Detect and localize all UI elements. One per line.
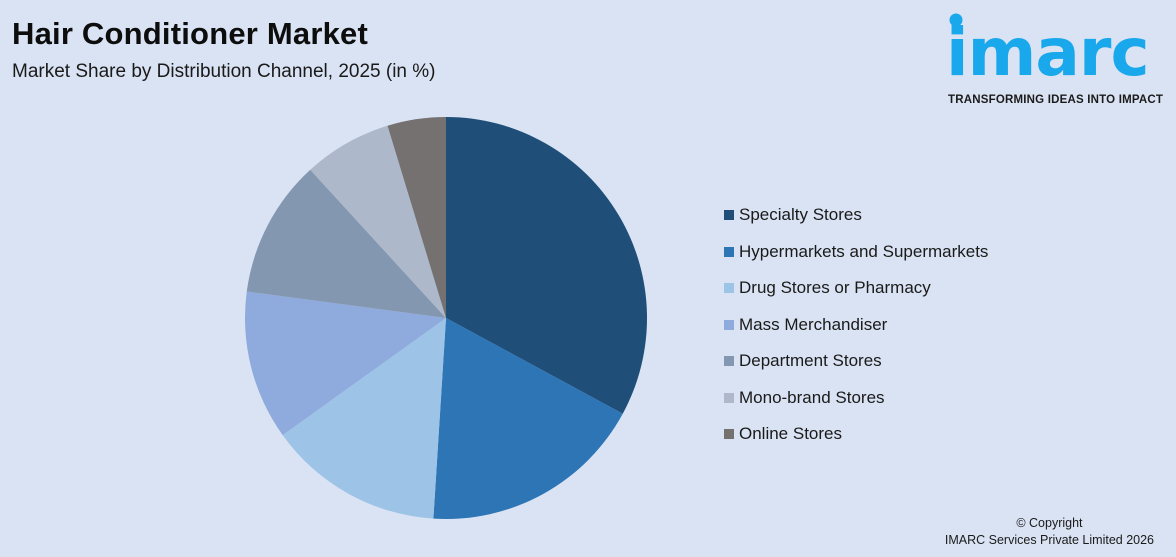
logo-tagline: TRANSFORMING IDEAS INTO IMPACT	[948, 94, 1164, 106]
legend-swatch-icon	[724, 246, 734, 257]
copyright-footer: © Copyright IMARC Services Private Limit…	[945, 515, 1154, 549]
legend-item: Specialty Stores	[724, 197, 988, 234]
legend-swatch-icon	[724, 210, 734, 221]
pie-slice-mono-brand-stores	[310, 125, 446, 319]
pie-slice-mass-merchandiser	[244, 291, 446, 436]
legend-item: Mass Merchandiser	[724, 307, 988, 344]
pie-slice-department-stores	[246, 169, 446, 318]
imarc-logo: imarc TRANSFORMING IDEAS INTO IMPACT	[944, 10, 1174, 110]
logo-dot-icon	[949, 13, 963, 27]
legend-swatch-icon	[724, 392, 734, 403]
pie-slice-specialty-stores	[446, 117, 647, 414]
company-line: IMARC Services Private Limited 2026	[944, 533, 1154, 547]
logo-wordmark: imarc	[946, 14, 1150, 91]
legend-label: Mono-brand Stores	[739, 387, 885, 407]
chart-subtitle: Market Share by Distribution Channel, 20…	[12, 61, 436, 82]
pie-chart	[244, 117, 647, 519]
legend-swatch-icon	[724, 356, 734, 367]
legend-item: Drug Stores or Pharmacy	[724, 270, 988, 307]
legend-item: Mono-brand Stores	[724, 380, 988, 417]
legend-item: Hypermarkets and Supermarkets	[724, 234, 988, 271]
pie-slice-online-stores	[387, 117, 446, 318]
legend-item: Online Stores	[724, 416, 988, 453]
chart-title: Hair Conditioner Market	[12, 16, 368, 51]
legend-item: Department Stores	[724, 343, 988, 380]
legend-label: Specialty Stores	[739, 205, 862, 225]
legend-label: Hypermarkets and Supermarkets	[739, 241, 989, 261]
legend-label: Mass Merchandiser	[739, 314, 888, 334]
legend-label: Department Stores	[739, 351, 882, 371]
legend-label: Online Stores	[739, 424, 842, 444]
legend-swatch-icon	[724, 283, 734, 294]
pie-slice-hypermarkets-and-supermarkets	[433, 318, 623, 519]
chart-legend: Specialty Stores Hypermarkets and Superma…	[724, 197, 988, 453]
copyright-line: © Copyright	[1016, 516, 1083, 530]
legend-swatch-icon	[724, 319, 734, 330]
legend-label: Drug Stores or Pharmacy	[739, 278, 931, 298]
pie-slice-drug-stores-or-pharmacy	[282, 318, 446, 519]
legend-swatch-icon	[724, 429, 734, 440]
